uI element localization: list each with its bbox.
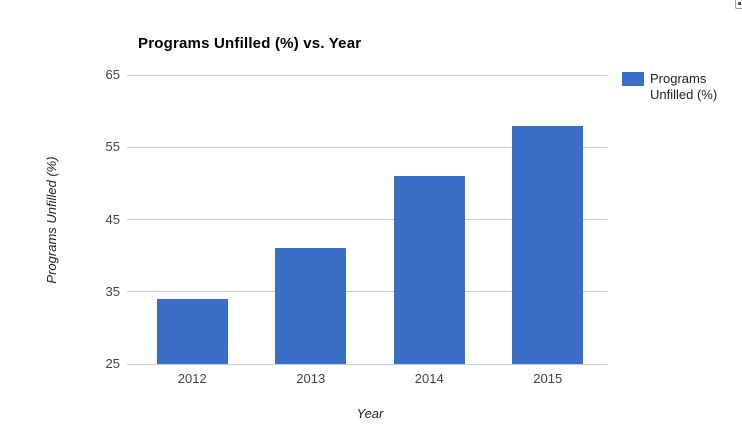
y-tick-label: 35 bbox=[105, 283, 120, 299]
x-axis-title: Year bbox=[356, 406, 384, 421]
bar-2014[interactable] bbox=[393, 176, 465, 364]
bar-2013[interactable] bbox=[275, 248, 347, 364]
chart-menu-button[interactable] bbox=[735, 0, 742, 9]
bar-2012[interactable] bbox=[156, 298, 228, 364]
y-tick-label: 45 bbox=[105, 211, 120, 227]
bar-2015[interactable] bbox=[512, 125, 584, 364]
y-axis-title: Programs Unfilled (%) bbox=[44, 156, 59, 284]
x-tick-label: 2013 bbox=[296, 371, 326, 386]
legend-swatch-icon bbox=[622, 72, 644, 86]
menu-dot-icon bbox=[738, 2, 741, 5]
plot-area bbox=[127, 74, 607, 365]
gridline bbox=[127, 219, 607, 220]
legend: Programs Unfilled (%) bbox=[622, 71, 736, 103]
gridline bbox=[127, 146, 607, 148]
gridline bbox=[127, 291, 607, 293]
x-tick-label: 2015 bbox=[533, 371, 563, 386]
y-tick-label: 65 bbox=[105, 67, 120, 82]
legend-label: Programs Unfilled (%) bbox=[650, 71, 718, 102]
gridline bbox=[127, 74, 607, 76]
y-tick-label: 55 bbox=[105, 139, 120, 155]
gridline bbox=[127, 363, 607, 365]
chart-title: Programs Unfilled (%) vs. Year bbox=[138, 35, 362, 52]
y-tick-label: 25 bbox=[105, 356, 120, 371]
x-tick-label: 2012 bbox=[177, 371, 207, 386]
x-tick-label: 2014 bbox=[414, 371, 444, 386]
